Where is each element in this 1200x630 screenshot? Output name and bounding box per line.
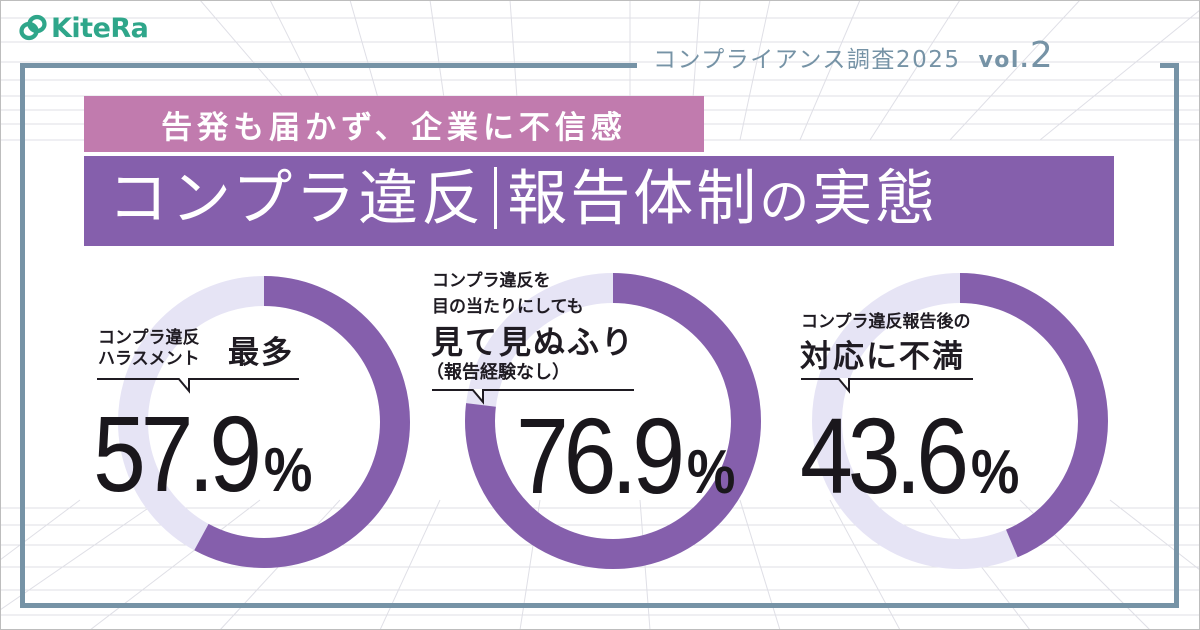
stat-3-label: コンプラ違反報告後の [801,312,971,332]
frame-left [20,63,25,608]
stat-3-callout-line [801,378,973,380]
stat-2-label: コンプラ違反を 目の当たりにしても [432,271,584,318]
vol-label: vol. [978,48,1030,73]
page-title: コンプラ違反 報告体制の実態 [108,167,938,233]
subtitle-banner: 告発も届かず、企業に不信感 [84,96,704,152]
frame-top-right [1160,63,1179,68]
title-separator [494,167,498,230]
stat-1-label: コンプラ違反 ハラスメント [98,328,200,370]
donut-1-value-arc [118,276,410,568]
stat-2-emphasis: 見て見ぬふり [431,323,636,361]
donut-chart-3 [812,273,1108,569]
linked-rings-logo-icon [19,14,47,41]
stat-3-emphasis: 対応に不満 [800,339,965,375]
frame-top-left [20,63,637,68]
frame-right [1174,63,1179,608]
title-right: 報告体制 [507,163,760,234]
donut-2-value-arc [465,273,761,569]
subtitle-text: 告発も届かず、企業に不信感 [161,109,627,146]
stat-1-callout-tail [178,378,190,394]
stat-2-callout-line [432,389,634,391]
stat-1-callout-line [97,378,299,380]
logo-wordmark: KiteRa [51,12,149,44]
title-banner: コンプラ違反 報告体制の実態 [84,156,1114,246]
stat-2-value: 76.9% [516,395,736,516]
stat-3-value: 43.6% [800,395,1020,516]
title-end: 実態 [812,163,939,234]
title-left: コンプラ違反 [108,163,485,234]
stat-1-value: 57.9% [93,393,313,514]
kitera-logo: KiteRa [18,12,149,44]
stat-3-callout-tail [838,378,850,394]
donut-3-value-arc [812,273,1108,569]
stat-1-emphasis: 最多 [228,335,294,371]
frame-bottom [20,603,1179,608]
survey-name: コンプライアンス調査2025 [653,47,961,73]
donut-chart-1 [118,276,410,568]
stat-2-callout-tail [472,389,484,405]
title-particle: の [759,172,813,231]
stat-2-note: （報告経験なし） [426,362,570,383]
vol-number: 2 [1029,35,1055,76]
series-title: コンプライアンス調査2025 vol.2 [653,38,1054,74]
donut-chart-2 [465,273,761,569]
